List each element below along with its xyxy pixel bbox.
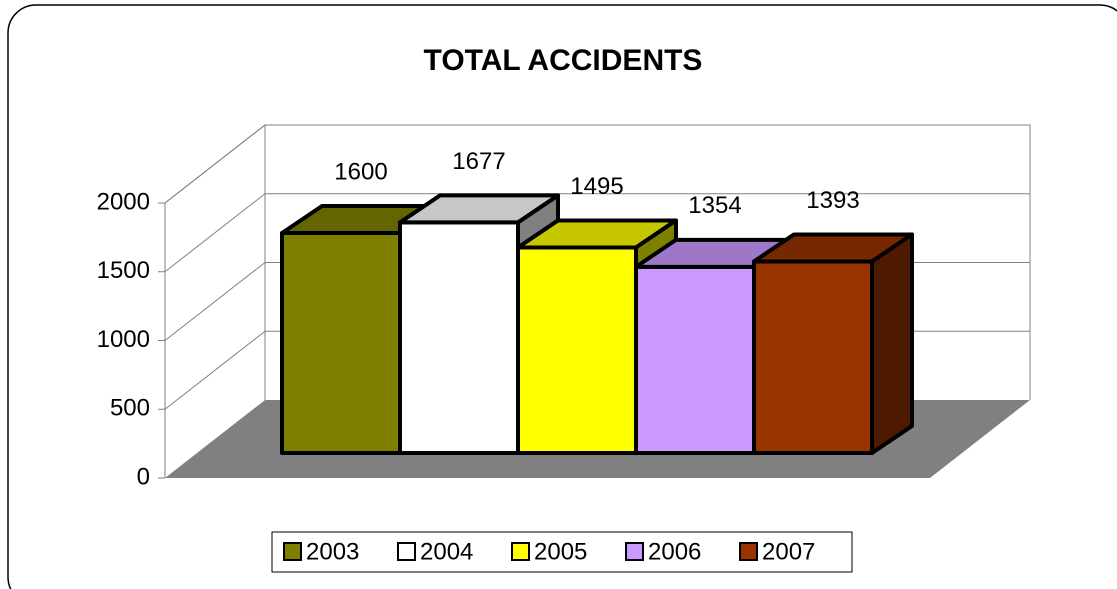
y-tick-label: 500 xyxy=(110,395,150,422)
data-label: 1354 xyxy=(688,192,741,219)
bar xyxy=(516,245,638,455)
legend-label: 2004 xyxy=(420,538,473,565)
legend-swatch xyxy=(397,542,416,561)
data-label: 1600 xyxy=(334,158,387,185)
legend-swatch xyxy=(739,542,758,561)
y-tick-label: 2000 xyxy=(97,188,150,215)
y-tick-label: 1000 xyxy=(97,326,150,353)
data-label: 1677 xyxy=(452,148,505,175)
bar-side xyxy=(870,232,914,455)
bar xyxy=(752,259,874,455)
legend-swatch xyxy=(283,542,302,561)
bar xyxy=(634,264,756,456)
legend-swatch xyxy=(511,542,530,561)
y-tick-label: 0 xyxy=(137,463,150,490)
legend-label: 2007 xyxy=(762,538,815,565)
legend-swatch xyxy=(625,542,644,561)
bar xyxy=(398,220,520,455)
chart-title: TOTAL ACCIDENTS xyxy=(424,44,703,77)
y-tick-label: 1500 xyxy=(97,257,150,284)
legend-label: 2006 xyxy=(648,538,701,565)
data-label: 1495 xyxy=(570,173,623,200)
data-label: 1393 xyxy=(806,187,859,214)
legend-label: 2005 xyxy=(534,538,587,565)
grid-line xyxy=(164,124,1030,204)
grid-line xyxy=(164,193,1030,273)
legend-label: 2003 xyxy=(306,538,359,565)
bar xyxy=(280,231,402,455)
